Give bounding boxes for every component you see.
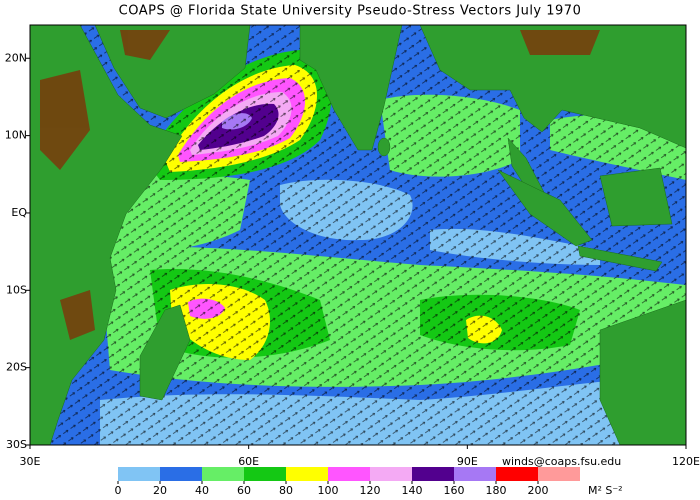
x-tick-label: 120E: [672, 455, 700, 468]
colorbar-label: 140: [402, 484, 423, 497]
colorbar-label: 120: [360, 484, 381, 497]
colorbar-label: 100: [318, 484, 339, 497]
x-tick-label: 60E: [238, 455, 259, 468]
colorbar-label: 20: [153, 484, 167, 497]
colorbar-swatch: [286, 467, 328, 481]
colorbar-label: 160: [444, 484, 465, 497]
colorbar-swatch: [412, 467, 454, 481]
map-frame: [29, 24, 687, 446]
y-tick-label: 10N: [5, 129, 27, 142]
colorbar-label: 80: [279, 484, 293, 497]
colorbar-swatch: [370, 467, 412, 481]
colorbar-units: M² S⁻²: [588, 484, 623, 497]
colorbar-swatch: [202, 467, 244, 481]
y-tick-label: 30S: [6, 438, 27, 451]
x-tick-label: 90E: [457, 455, 478, 468]
x-tick-label: 30E: [20, 455, 41, 468]
colorbar-swatch: [244, 467, 286, 481]
colorbar-swatch: [160, 467, 202, 481]
y-tick-label: 20N: [5, 51, 27, 64]
y-tick-label: EQ: [11, 206, 27, 219]
colorbar-swatch: [118, 467, 160, 481]
map-area: [30, 25, 686, 445]
colorbar-label: 40: [195, 484, 209, 497]
colorbar-label: 0: [115, 484, 122, 497]
colorbar-swatch: [328, 467, 370, 481]
y-tick-label: 20S: [6, 361, 27, 374]
colorbar-label: 60: [237, 484, 251, 497]
highland: [40, 30, 600, 340]
colorbar-label: 180: [486, 484, 507, 497]
colorbar-swatch: [454, 467, 496, 481]
y-tick-label: 10S: [6, 283, 27, 296]
colorbar-swatch: [496, 467, 538, 481]
colorbar-swatch: [538, 467, 580, 481]
credit: winds@coaps.fsu.edu: [502, 455, 621, 468]
colorbar-label: 200: [528, 484, 549, 497]
map-title: COAPS @ Florida State University Pseudo-…: [119, 4, 582, 19]
